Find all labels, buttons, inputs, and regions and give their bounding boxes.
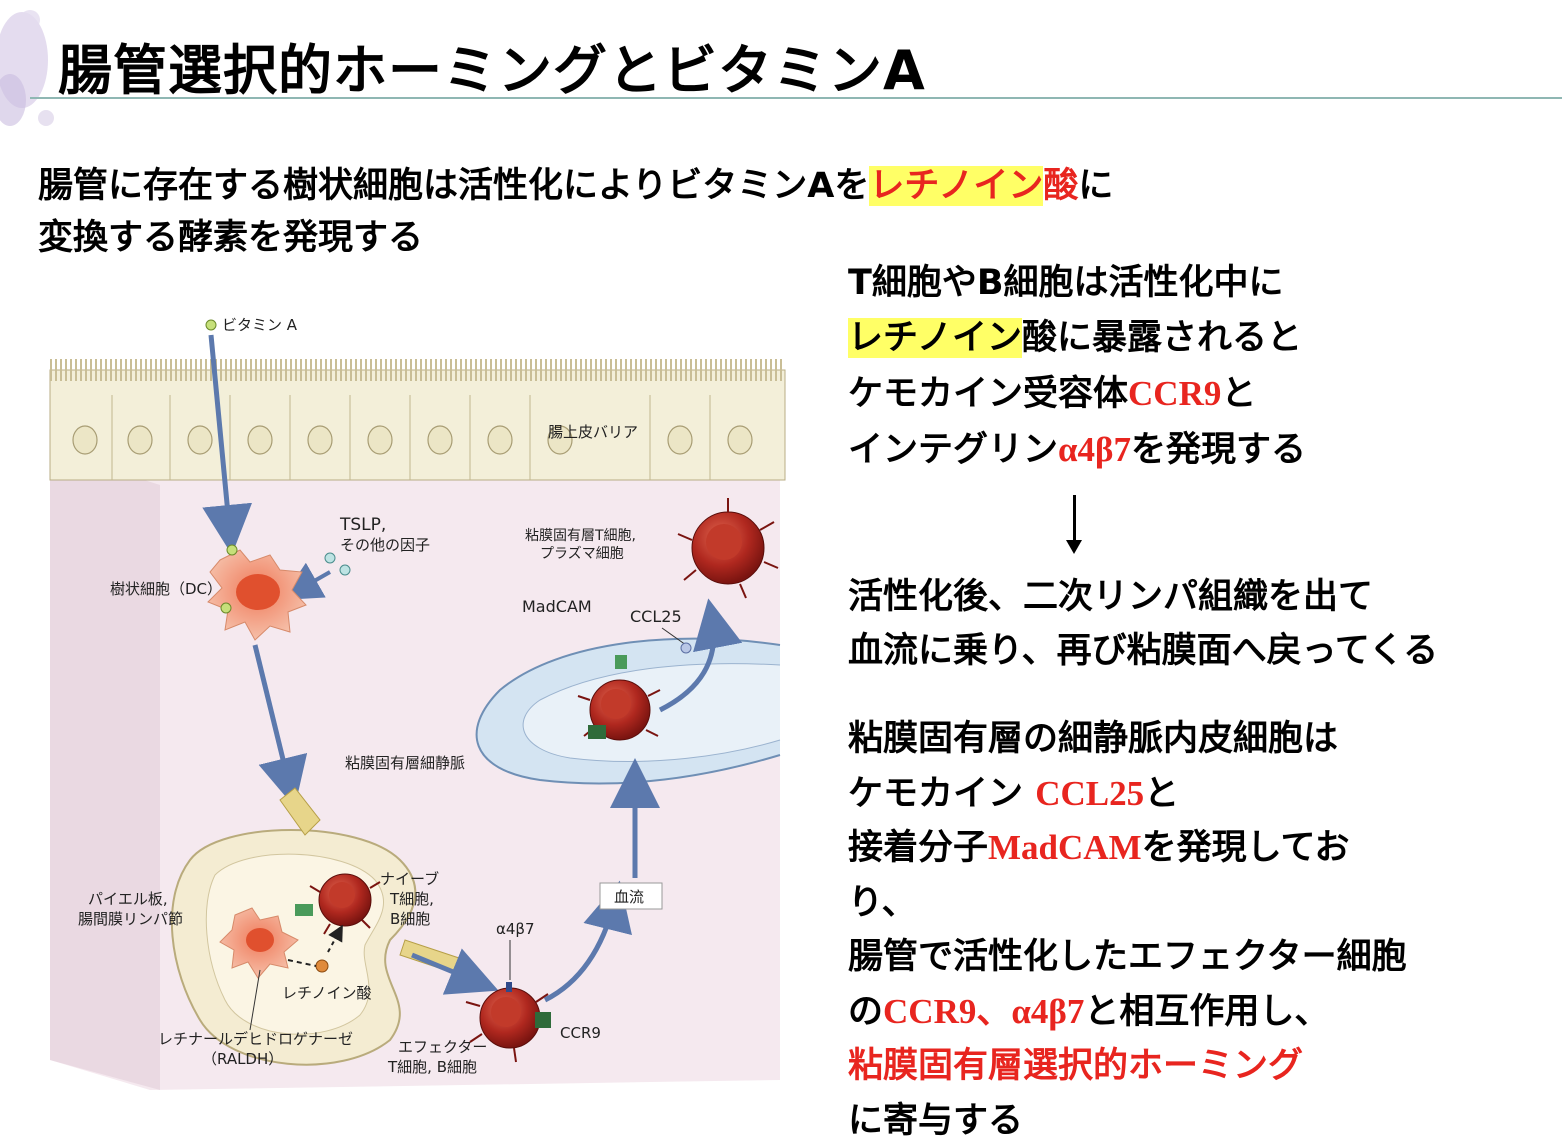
intro-line-1: 腸管に存在する樹状細胞は活性化によりビタミンAをレチノイン酸に (38, 160, 1113, 212)
a4b7-label: α4β7 (496, 920, 535, 938)
raldh-pointer (249, 969, 261, 1031)
raldh-label-2: （RALDH） (202, 1050, 283, 1068)
venule-label: 粘膜固有層細静脈 (345, 754, 465, 772)
title-divider (30, 97, 1562, 99)
ccr9-term: CCR9 (1128, 374, 1222, 413)
ccr9-label: CCR9 (560, 1024, 601, 1042)
venule-lumen (522, 663, 781, 762)
p1-line-2: レチノイン酸に暴露されると (848, 311, 1306, 366)
naive-label-3: B細胞 (390, 910, 430, 928)
raldh-label-1: レチナールデヒドロゲナーゼ (158, 1030, 353, 1048)
p1-line-3-a: ケモカイン受容体 (848, 374, 1129, 414)
retinoic-acid-dot (315, 959, 329, 973)
tslp-dot-1 (324, 552, 336, 564)
dc-label: 樹状細胞（DC） (110, 580, 222, 598)
p2-line-2: 血流に乗り、再び粘膜面へ戻ってくる (848, 631, 1439, 671)
homing-diagram: ビタミン A 腸上皮バリア TSLP, その他の因子 樹状細胞（DC） 粘膜固有… (49, 316, 786, 1090)
down-arrow-shaft (1073, 495, 1076, 545)
vitamin-a-label: ビタミン A (222, 316, 298, 334)
decorative-splash (0, 10, 54, 126)
p1-highlight: レチノイン (848, 318, 1022, 358)
epithelial-cells (72, 425, 753, 455)
dc-to-peyer-arrow (252, 644, 308, 808)
p3-line-6: のCCR9、α4β7と相互作用し、 (848, 985, 1407, 1040)
tslp-arrow (281, 562, 331, 600)
epithelial-borders (111, 395, 711, 480)
page-title: 腸管選択的ホーミングとビタミンA (58, 39, 926, 102)
peyer-label-2: 腸間膜リンパ節 (78, 910, 183, 928)
naive-label-1: ナイーブ (380, 870, 439, 888)
retinoic-pointer (287, 959, 317, 967)
naive-cell (295, 873, 381, 935)
peyer-dendritic-cell (219, 907, 299, 979)
intro-line-1-b: に (1078, 166, 1114, 206)
p1-line-3: ケモカイン受容体CCR9と (848, 366, 1306, 422)
p1-line-4-b: を発現する (1131, 430, 1307, 470)
tslp-dot-2 (339, 564, 351, 576)
lp-t-label-1: 粘膜固有層T細胞, (525, 528, 636, 544)
dendritic-cell (207, 544, 307, 641)
blood-box (599, 882, 663, 910)
p2-line-1: 活性化後、二次リンパ組織を出て (848, 577, 1374, 617)
p1-line-1: T細胞やB細胞は活性化中に (848, 263, 1284, 303)
vitamin-a-dot (205, 319, 217, 331)
ccl25-pointer (661, 627, 687, 646)
p3-line-5: 腸管で活性化したエフェクター細胞 (848, 937, 1407, 977)
homing-arrow (658, 598, 743, 713)
p3-line-8: に寄与する (848, 1100, 1024, 1141)
tissue-side (50, 450, 160, 1090)
receptor-terms: CCR9、α4β7 (883, 991, 1085, 1031)
paragraph-homing: 粘膜固有層の細静脈内皮細胞は ケモカイン CCL25と 接着分子MadCAMを発… (848, 712, 1407, 1148)
intro-line-1-a: 腸管に存在する樹状細胞は活性化によりビタミンAを (38, 166, 870, 206)
peyer-label-1: パイエル板, (88, 890, 168, 908)
blood-label: 血流 (614, 888, 644, 906)
naive-label-2: T細胞, (389, 890, 434, 908)
exit-arrow (411, 948, 499, 995)
lp-t-label-2: プラズマ細胞 (540, 546, 624, 562)
ccl25-label: CCL25 (630, 607, 682, 626)
madcam-term: MadCAM (988, 828, 1142, 867)
tslp-label-2: その他の因子 (340, 536, 430, 554)
vitamin-a-arrow (202, 334, 253, 555)
p3-line-3: 接着分子MadCAMを発現してお (848, 821, 1407, 876)
retinoic-label: レチノイン酸 (282, 984, 372, 1002)
p3-line-1: 粘膜固有層の細静脈内皮細胞は (848, 719, 1339, 759)
down-arrow-icon (1066, 540, 1082, 554)
homing-cell (577, 679, 661, 741)
effector-cell (465, 982, 551, 1063)
intro-highlight: レチノイン (869, 166, 1044, 206)
p1-line-3-b: と (1221, 374, 1257, 414)
epithelium-layer (49, 369, 786, 481)
intro-text: 腸管に存在する樹状細胞は活性化によりビタミンAをレチノイン酸に 変換する酵素を発… (38, 160, 1113, 264)
p1-line-2-rest: 酸に暴露されると (1021, 318, 1302, 358)
madcam-marker (615, 655, 627, 669)
lymphatic-vessel (279, 787, 321, 836)
p3-line-2: ケモカイン CCL25と (848, 767, 1407, 822)
madcam-label: MadCAM (522, 597, 592, 616)
epithelium-label: 腸上皮バリア (548, 423, 638, 441)
intro-red: 酸 (1043, 166, 1079, 206)
paragraph-activation: T細胞やB細胞は活性化中に レチノイン酸に暴露されると ケモカイン受容体CCR9… (848, 256, 1306, 478)
p3-line-2-a: ケモカイン (848, 773, 1036, 814)
ccl25-dot (680, 642, 692, 654)
p3-line-3-b: を発現してお (1141, 828, 1350, 868)
effector-label-2: T細胞, B細胞 (387, 1058, 477, 1076)
intro-line-2: 変換する酵素を発現する (38, 218, 424, 258)
p3-line-7: 粘膜固有層選択的ホーミング (848, 1046, 1304, 1086)
p3-line-4: り、 (848, 882, 917, 923)
paragraph-circulation: 活性化後、二次リンパ組織を出て 血流に乗り、再び粘膜面へ戻ってくる (848, 570, 1438, 678)
to-blood-arrow (543, 880, 632, 1003)
p1-line-4: インテグリンα4β7を発現する (848, 422, 1306, 478)
p1-line-4-a: インテグリン (848, 430, 1059, 470)
p3-line-2-b: と (1144, 773, 1180, 814)
effector-label-1: エフェクター (398, 1038, 487, 1056)
a4b7-term: α4β7 (1058, 430, 1131, 469)
lp-t-cell (677, 498, 779, 599)
ccl25-term: CCL25 (1035, 773, 1145, 813)
p3-line-6-a: の (848, 991, 884, 1032)
tslp-label-1: TSLP, (339, 515, 386, 535)
p3-line-6-b: と相互作用し、 (1084, 991, 1330, 1032)
p3-line-3-a: 接着分子 (848, 828, 989, 868)
